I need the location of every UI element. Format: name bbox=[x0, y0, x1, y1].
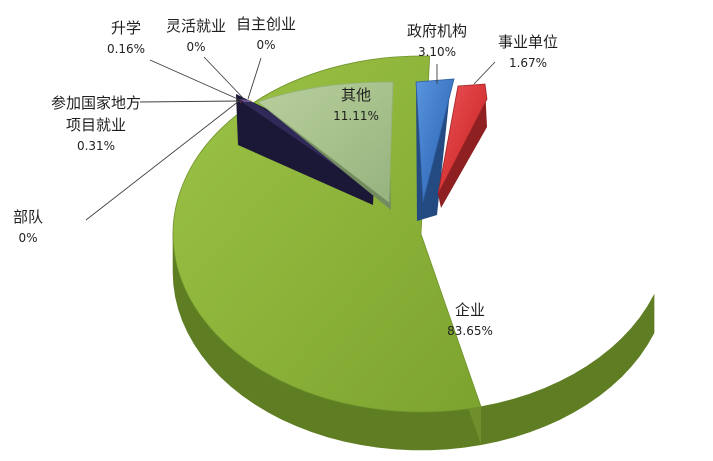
military-slice[interactable] bbox=[239, 101, 241, 104]
military-value-label: 0% bbox=[18, 231, 37, 245]
other-value-label: 11.11% bbox=[333, 109, 379, 123]
public-institution-leader bbox=[473, 61, 496, 85]
project-employment-leader bbox=[139, 100, 240, 103]
government-slice[interactable] bbox=[415, 78, 455, 203]
project-employment-slice-side bbox=[236, 94, 375, 205]
self-employment-value-label: 0% bbox=[256, 38, 275, 52]
public-institution-label: 事业单位 bbox=[498, 33, 558, 51]
flexible-employment-slice[interactable] bbox=[246, 99, 251, 102]
further-studies-leader bbox=[149, 59, 241, 101]
further-studies-slice[interactable] bbox=[240, 99, 251, 102]
enterprise-slice-side bbox=[172, 233, 655, 451]
public-institution-value-label: 1.67% bbox=[509, 56, 547, 70]
flexible-employment-value-label: 0% bbox=[186, 40, 205, 54]
enterprise-label: 企业 bbox=[455, 301, 485, 319]
further-studies-value-label: 0.16% bbox=[107, 42, 145, 56]
project-employment-label-line-2: 项目就业 bbox=[66, 116, 126, 134]
self-employment-label: 自主创业 bbox=[236, 15, 296, 33]
military-leader bbox=[85, 100, 240, 221]
flexible-employment-leader bbox=[203, 56, 245, 100]
public-institution-slice[interactable] bbox=[437, 83, 488, 195]
self-employment-slice[interactable] bbox=[248, 99, 252, 102]
government-label: 政府机构 bbox=[407, 22, 467, 40]
military-label: 部队 bbox=[13, 208, 43, 226]
further-studies-label: 升学 bbox=[111, 19, 141, 37]
project-employment-value-label: 0.31% bbox=[77, 139, 115, 153]
flexible-employment-label: 灵活就业 bbox=[166, 17, 226, 35]
government-value-label: 3.10% bbox=[418, 45, 456, 59]
enterprise-value-label: 83.65% bbox=[447, 324, 493, 338]
project-employment-label-line-1: 参加国家地方 bbox=[51, 94, 141, 112]
other-label: 其他 bbox=[341, 86, 371, 104]
other-slice[interactable] bbox=[257, 81, 394, 203]
self-employment-leader bbox=[247, 57, 262, 100]
